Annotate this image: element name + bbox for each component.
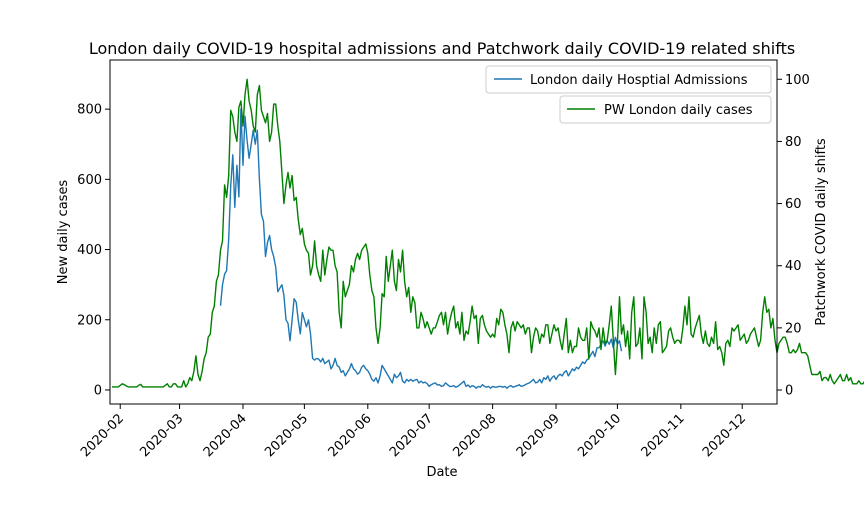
y-right-tick-label: 0 [785, 384, 793, 399]
y-axis-right: 0 20 40 60 80 100 [777, 73, 810, 399]
y-left-tick-label: 800 [77, 103, 102, 118]
legend-admissions-frame [485, 65, 772, 94]
y-left-tick-label: 400 [77, 243, 102, 258]
plot-area [112, 78, 864, 389]
y-left-tick-label: 600 [77, 173, 102, 188]
plot-frame [109, 59, 778, 405]
legend-pw: PW London daily cases [559, 95, 772, 124]
y-axis-left-label: New daily cases [56, 180, 71, 285]
y-right-tick-label: 80 [785, 135, 802, 150]
y-right-tick-label: 100 [785, 73, 810, 88]
series-admissions-line [219, 108, 623, 389]
y-left-tick-label: 200 [77, 313, 102, 328]
legend-pw-frame [559, 95, 772, 124]
chart-title: London daily COVID-19 hospital admission… [89, 39, 795, 58]
y-right-tick-label: 60 [785, 197, 802, 212]
series-pw-line [112, 78, 864, 388]
y-axis-right-label: Patchwork COVID daily shifts [814, 138, 829, 326]
legend-admissions-label: London daily Hosptial Admissions [530, 73, 748, 88]
y-axis-left: 0 200 400 600 800 [77, 103, 110, 398]
legend-admissions: London daily Hosptial Admissions [485, 65, 772, 94]
y-right-tick-label: 40 [785, 259, 802, 274]
y-left-tick-label: 0 [94, 383, 102, 398]
y-right-tick-label: 20 [785, 321, 802, 336]
x-axis-label: Date [426, 465, 457, 480]
legend-pw-label: PW London daily cases [604, 103, 753, 118]
